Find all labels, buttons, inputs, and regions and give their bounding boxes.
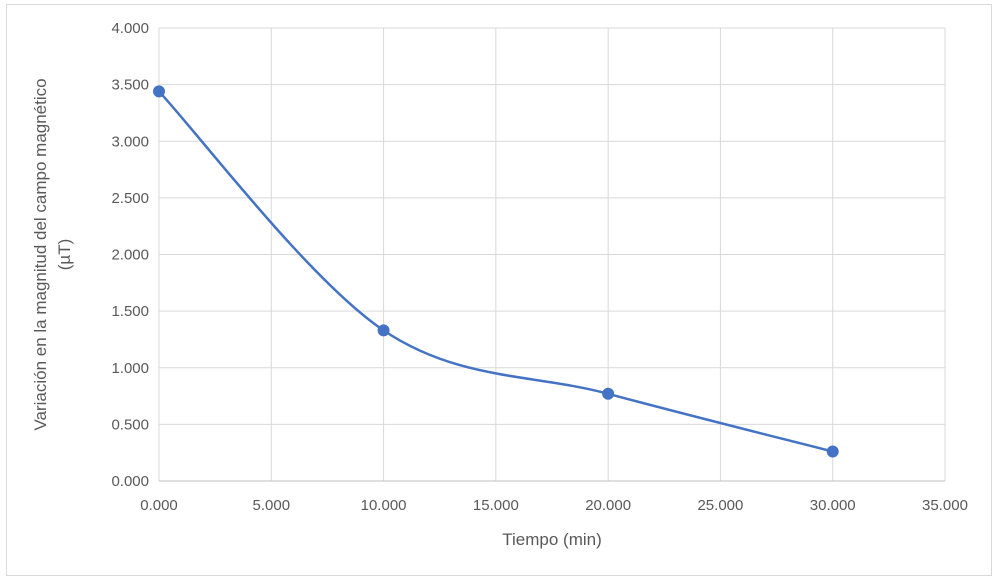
- y-tick-label: 1.000: [111, 360, 149, 377]
- x-tick-label: 25.000: [697, 497, 743, 514]
- y-tick-label: 3.500: [111, 77, 149, 94]
- data-point: [826, 445, 839, 458]
- x-tick-label: 35.000: [922, 497, 968, 514]
- y-axis-title-line: Variación en la magnitud del campo magné…: [31, 78, 50, 430]
- data-point: [153, 85, 165, 98]
- gridlines: [158, 27, 946, 482]
- y-tick-label: 0.500: [111, 416, 149, 433]
- y-axis-title: Variación en la magnitud del campo magné…: [31, 78, 74, 430]
- x-axis-title: Tiempo (min): [502, 530, 602, 549]
- series-line: [158, 90, 834, 453]
- data-point: [377, 324, 390, 337]
- y-tick-label: 0.000: [111, 473, 149, 490]
- y-tick-label: 2.000: [111, 247, 149, 264]
- chart-area: 0.000 0.500 1.000 1.500 2.000 2.500 3.000 3.500…: [6, 4, 992, 576]
- y-tick-label: 1.500: [111, 303, 149, 320]
- x-tick-label: 15.000: [473, 497, 519, 514]
- x-tick-label: 10.000: [361, 497, 407, 514]
- y-tick-label: 2.500: [111, 190, 149, 207]
- data-point: [602, 387, 615, 400]
- x-tick-label: 20.000: [585, 497, 631, 514]
- y-tick-label: 4.000: [111, 20, 149, 37]
- x-tick-label: 0.000: [140, 497, 178, 514]
- series-layer: [153, 85, 839, 458]
- y-axis-title-line: (µT): [55, 239, 74, 271]
- x-tick-label: 5.000: [253, 497, 291, 514]
- chart-svg: 0.000 0.500 1.000 1.500 2.000 2.500 3.000 3.500…: [31, 20, 968, 549]
- y-tick-label: 3.000: [111, 133, 149, 150]
- tick-labels: 0.000 0.500 1.000 1.500 2.000 2.500 3.000 3.500…: [111, 20, 967, 514]
- x-tick-label: 30.000: [810, 497, 856, 514]
